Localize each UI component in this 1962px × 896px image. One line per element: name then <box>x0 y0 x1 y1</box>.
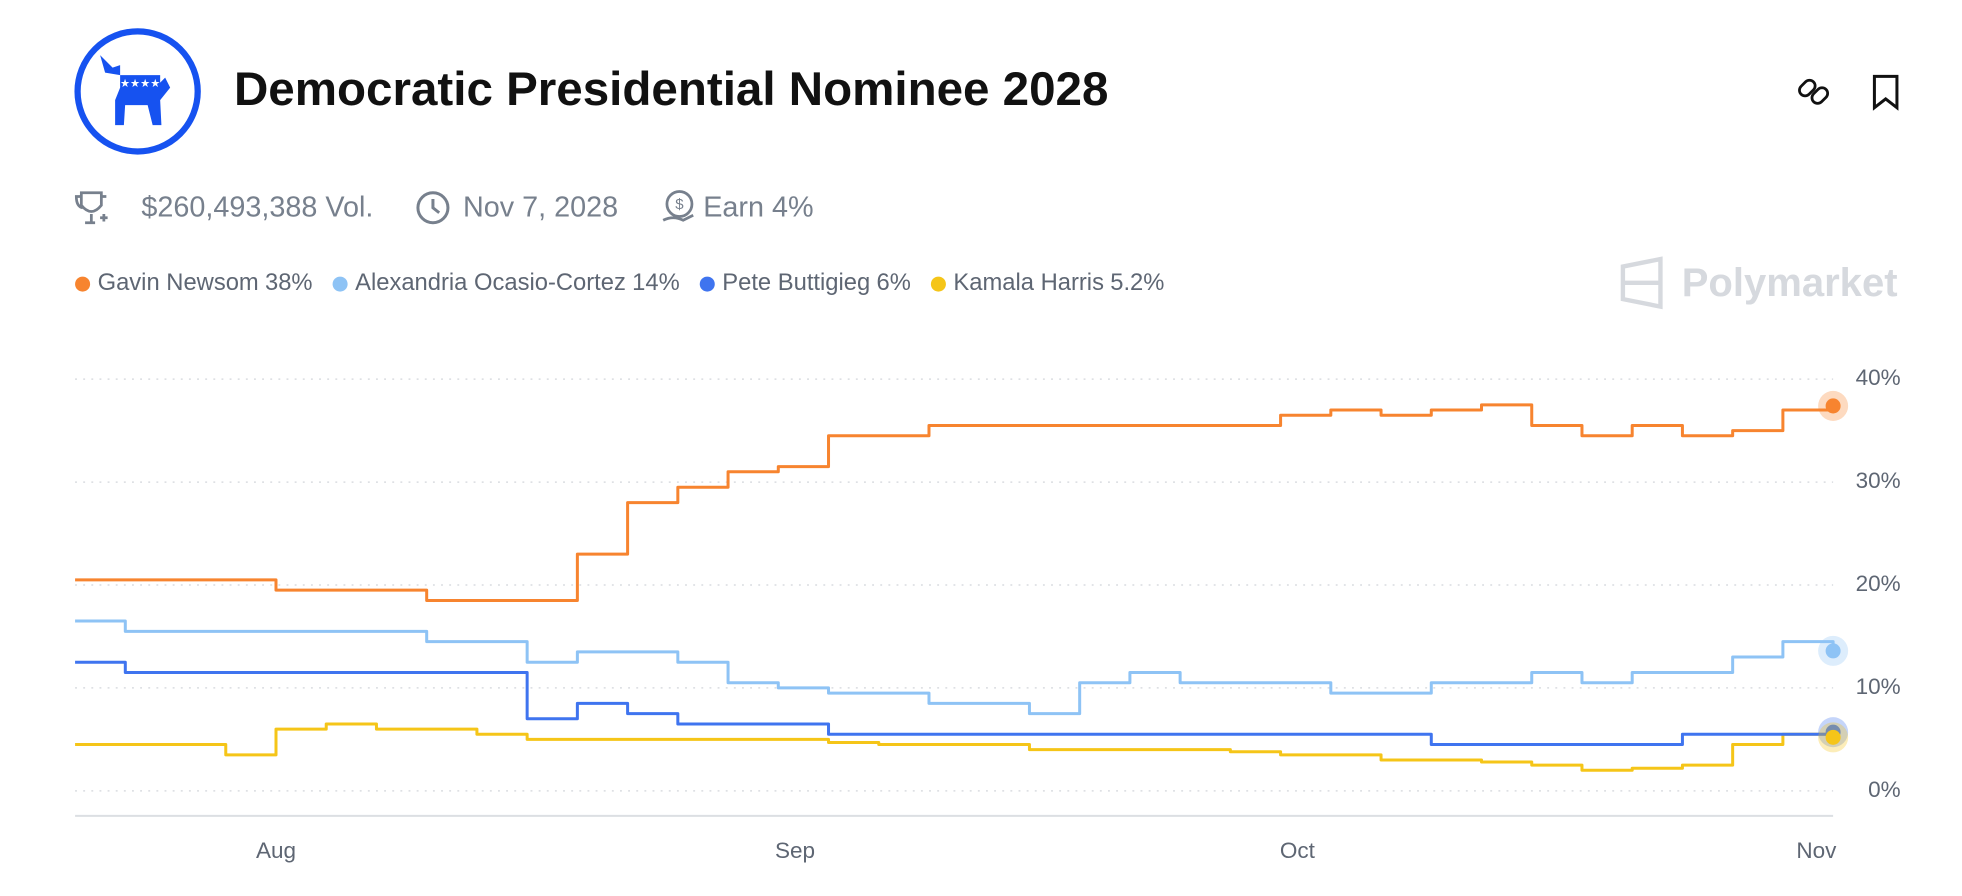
end-marker <box>1825 398 1841 414</box>
bookmark-button[interactable] <box>1872 74 1899 111</box>
y-tick-label: 20% <box>1856 571 1901 596</box>
y-tick-label: 30% <box>1856 468 1901 493</box>
link-button[interactable] <box>1797 78 1830 106</box>
series-line <box>75 660 1835 747</box>
legend-value: 14% <box>632 269 680 296</box>
market-logo: ★★★★ <box>74 28 201 155</box>
legend-value: 6% <box>877 269 911 296</box>
series-line <box>75 722 1835 772</box>
end-marker <box>1825 643 1841 659</box>
market-title: Democratic Presidential Nominee 2028 <box>234 63 1108 116</box>
legend-value: 5.2% <box>1110 269 1164 296</box>
x-tick-label: Aug <box>256 838 296 863</box>
x-tick-label: Nov <box>1796 838 1837 863</box>
y-tick-label: 10% <box>1856 674 1901 699</box>
y-tick-label: 40% <box>1856 365 1901 390</box>
x-tick-label: Oct <box>1280 838 1316 863</box>
series-line <box>75 619 1835 716</box>
y-tick-label: 0% <box>1868 777 1901 802</box>
x-tick-label: Sep <box>775 838 815 863</box>
legend-name: Gavin Newsom <box>98 269 259 296</box>
legend-entry: Pete Buttigieg 6% <box>722 269 911 296</box>
end-marker <box>1825 729 1841 745</box>
legend-swatch <box>699 276 715 292</box>
plot: 0% 10% 20% 30% 40% Aug Sep Oct Nov <box>75 365 1901 863</box>
series-line <box>75 403 1835 602</box>
legend-name: Kamala Harris <box>953 269 1104 296</box>
clock-icon <box>416 191 450 225</box>
legend-name: Alexandria Ocasio-Cortez <box>355 269 626 296</box>
watermark: Polymarket <box>1620 256 1898 310</box>
earn-icon: $ <box>662 190 694 222</box>
earn-rate: Earn 4% <box>703 192 813 224</box>
legend: Gavin Newsom 38% Alexandria Ocasio-Cortez 1… <box>75 269 1164 296</box>
volume: $260,493,388 Vol. <box>141 192 373 224</box>
legend-swatch <box>930 276 946 292</box>
svg-text:★★★★: ★★★★ <box>120 78 160 90</box>
end-date: Nov 7, 2028 <box>463 192 618 224</box>
legend-entry: Kamala Harris 5.2% <box>953 269 1164 296</box>
legend-entry: Alexandria Ocasio-Cortez 14% <box>355 269 680 296</box>
trophy-icon <box>74 191 108 225</box>
svg-text:$: $ <box>675 196 684 213</box>
watermark-text: Polymarket <box>1682 261 1898 305</box>
legend-value: 38% <box>265 269 313 296</box>
legend-swatch <box>75 276 91 292</box>
legend-entry: Gavin Newsom 38% <box>98 269 313 296</box>
legend-swatch <box>332 276 348 292</box>
legend-name: Pete Buttigieg <box>722 269 870 296</box>
